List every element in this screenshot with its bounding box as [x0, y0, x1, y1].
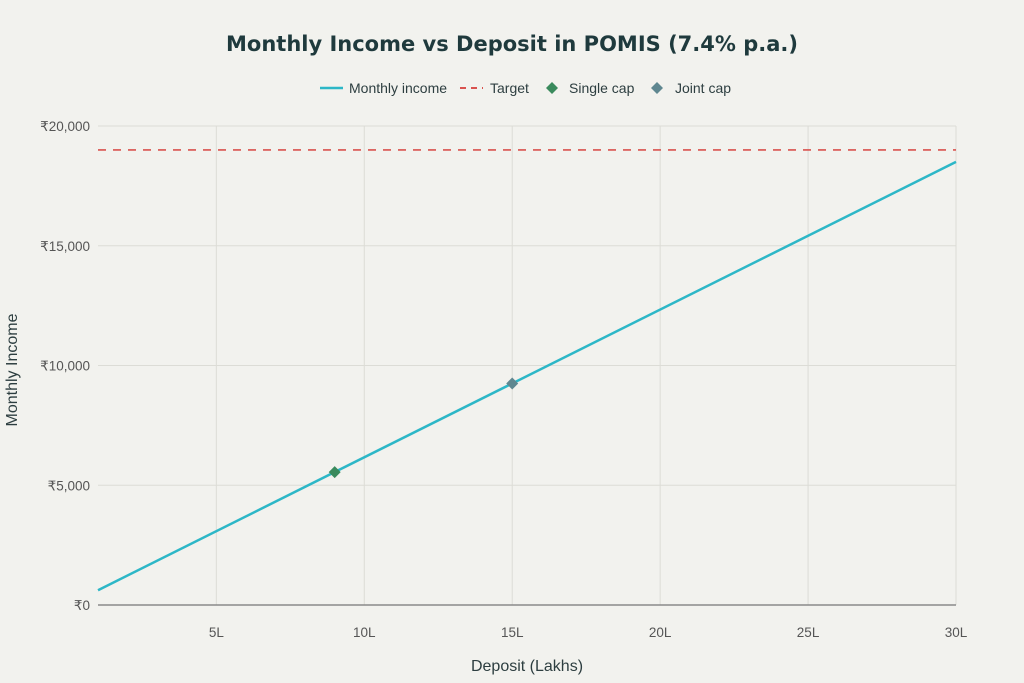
legend: Monthly income Target Single cap Joint c…	[320, 80, 731, 96]
x-tick-label: 5L	[209, 625, 225, 640]
legend-label-single-cap: Single cap	[569, 80, 635, 96]
point-joint-cap	[506, 377, 519, 390]
legend-label-target: Target	[490, 80, 529, 96]
legend-item-single-cap: Single cap	[546, 80, 635, 96]
x-tick-label: 20L	[649, 625, 672, 640]
legend-swatch-single-cap	[546, 82, 558, 94]
y-axis-label: Monthly Income	[4, 313, 21, 426]
x-tick-label: 25L	[797, 625, 820, 640]
point-single-cap	[328, 466, 341, 479]
x-tick-label: 15L	[501, 625, 524, 640]
y-axis-ticks: ₹0 ₹5,000 ₹10,000 ₹15,000 ₹20,000	[40, 119, 90, 613]
x-tick-label: 10L	[353, 625, 376, 640]
legend-label-monthly-income: Monthly income	[349, 80, 447, 96]
y-tick-label: ₹15,000	[40, 239, 90, 254]
y-tick-label: ₹10,000	[40, 359, 90, 374]
legend-item-target: Target	[460, 80, 529, 96]
chart-title: Monthly Income vs Deposit in POMIS (7.4%…	[226, 32, 798, 56]
plot-area	[97, 149, 957, 592]
y-tick-label: ₹5,000	[48, 478, 90, 493]
legend-label-joint-cap: Joint cap	[675, 80, 731, 96]
legend-swatch-joint-cap	[651, 82, 663, 94]
y-tick-label: ₹20,000	[40, 119, 90, 134]
x-axis-ticks: 5L 10L 15L 20L 25L 30L	[209, 625, 968, 640]
legend-item-monthly-income: Monthly income	[320, 80, 447, 96]
series-monthly-income-line	[97, 160, 957, 592]
y-tick-label: ₹0	[74, 598, 90, 613]
x-tick-label: 30L	[945, 625, 968, 640]
grid	[98, 125, 957, 606]
x-axis-label: Deposit (Lakhs)	[471, 658, 583, 675]
legend-item-joint-cap: Joint cap	[651, 80, 731, 96]
